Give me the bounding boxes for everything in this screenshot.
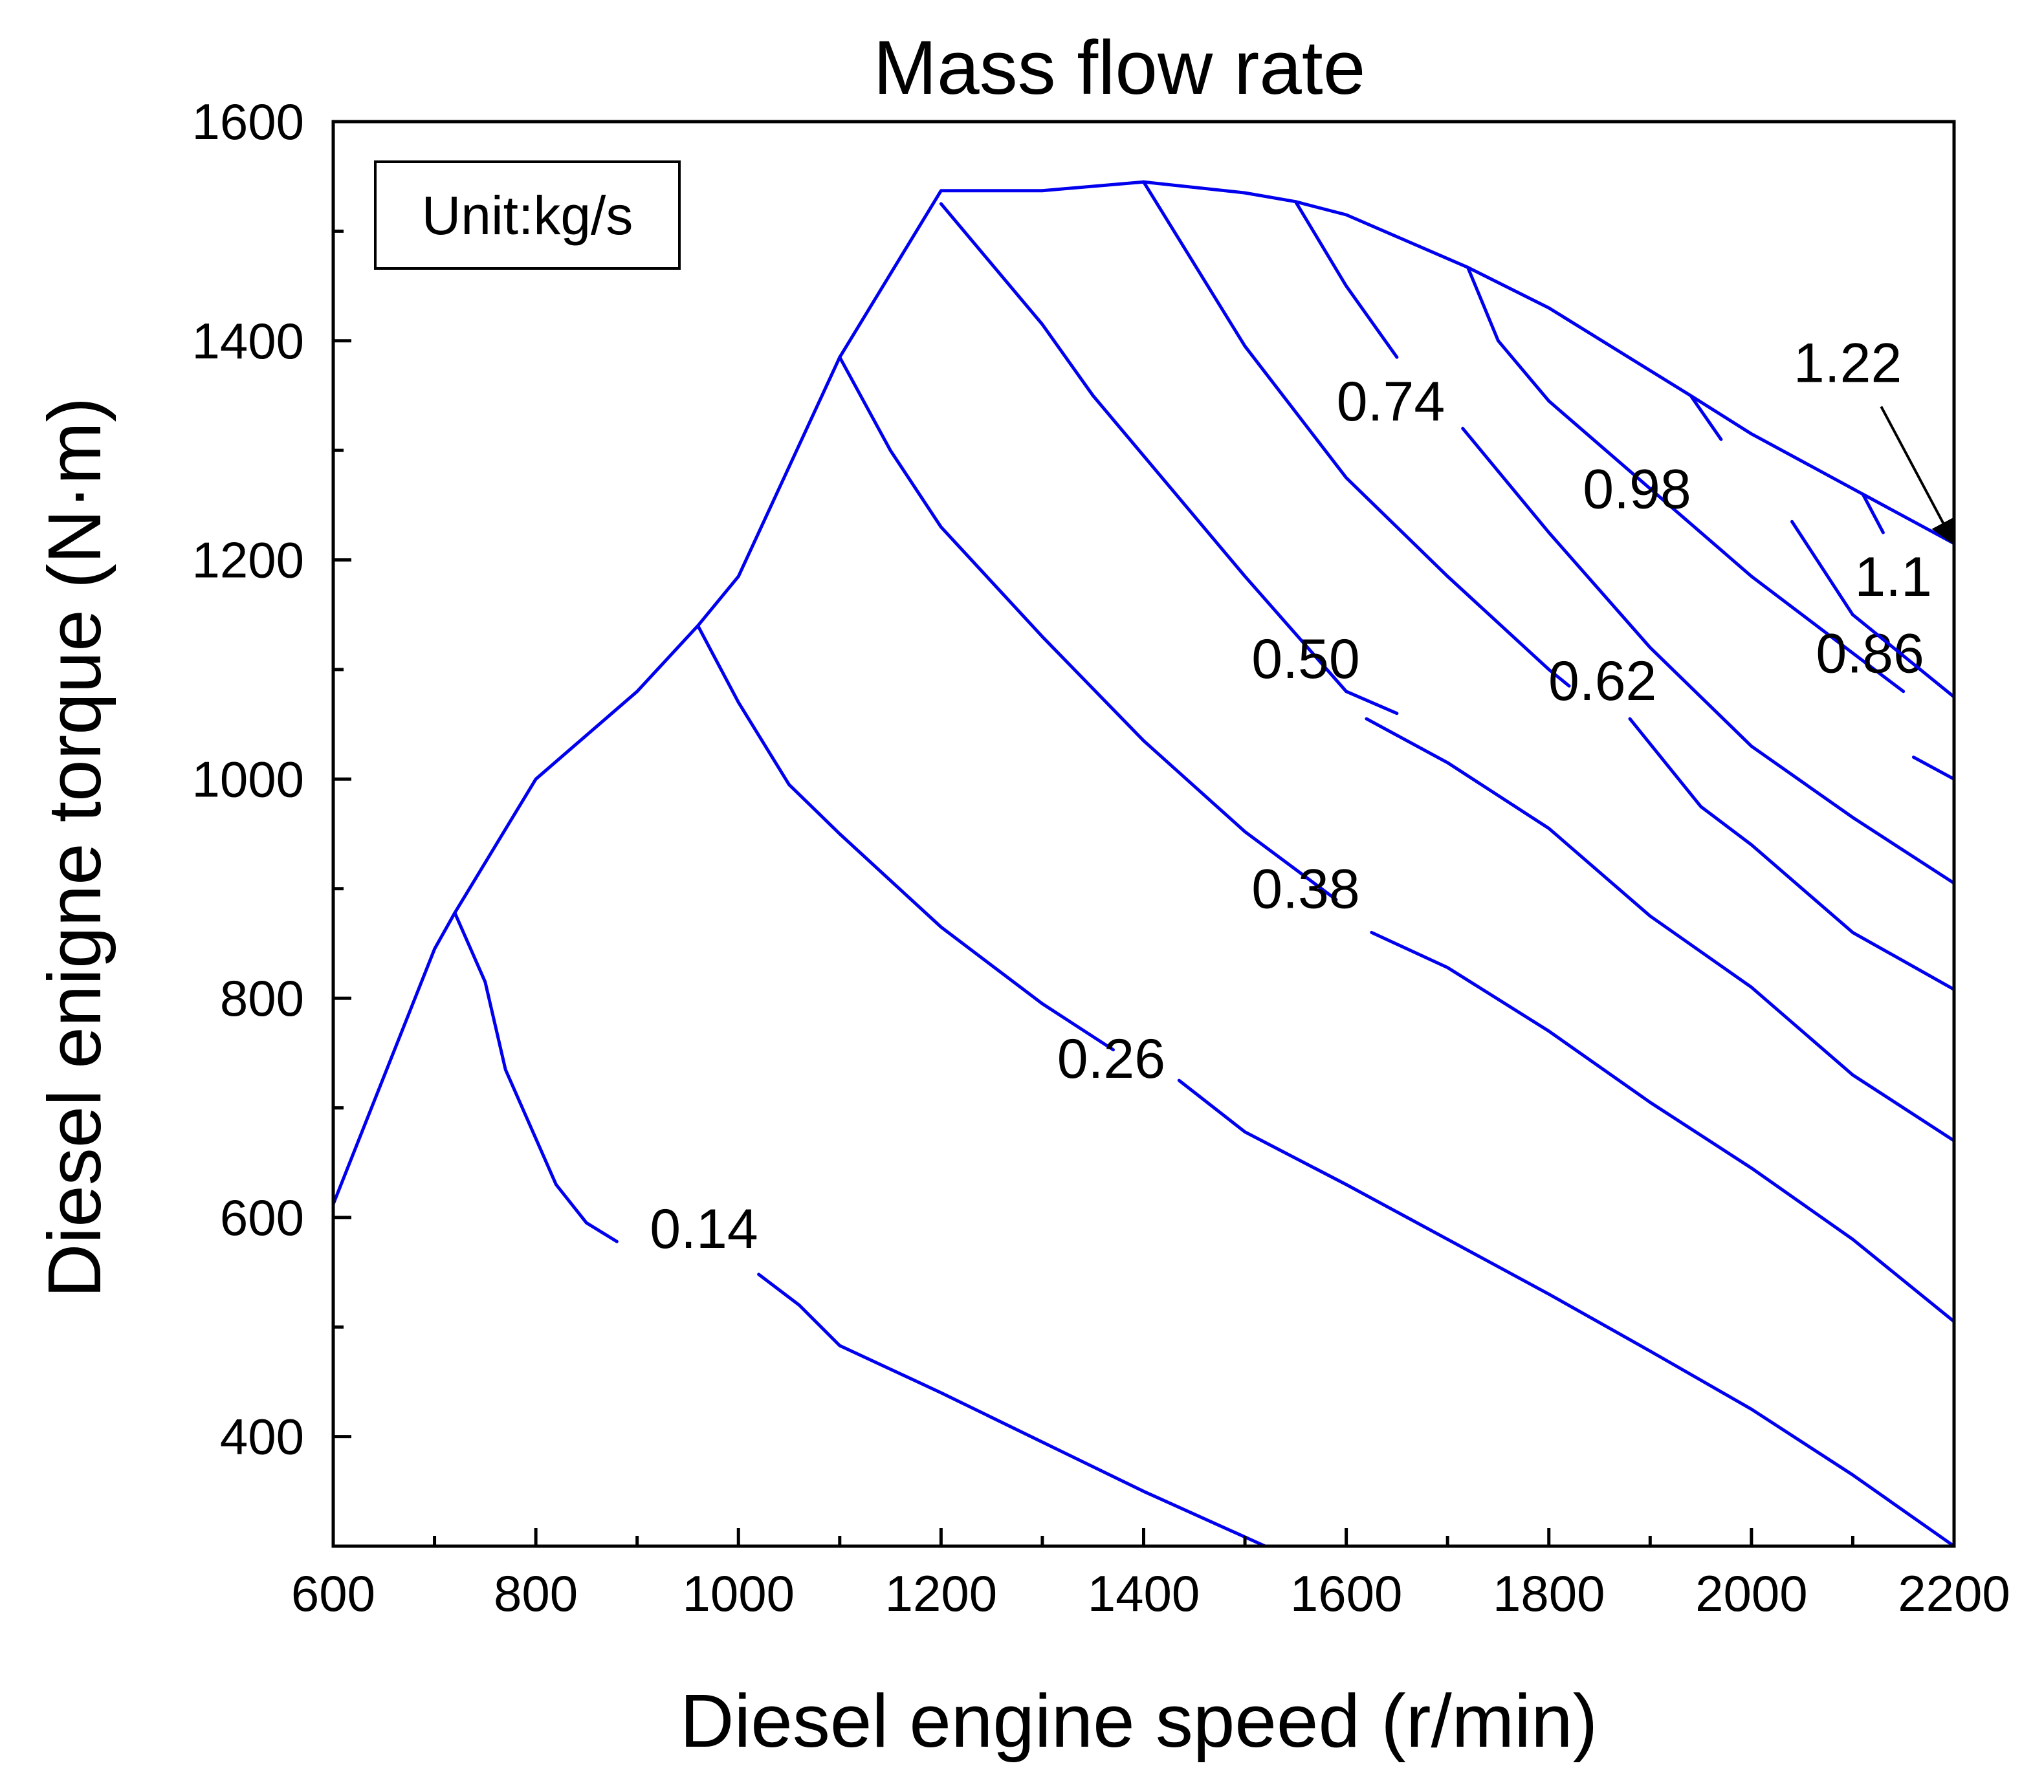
x-tick-label: 800	[494, 1565, 578, 1622]
contour-label: 0.74	[1337, 371, 1445, 433]
contour-label: 1.1	[1854, 546, 1932, 608]
contour-0-50: 0.50	[939, 202, 1956, 1142]
plot-frame	[331, 120, 1956, 1548]
contour-0-86: 0.86	[1466, 265, 1956, 781]
y-tick-label: 400	[220, 1408, 304, 1465]
x-tick-label: 1200	[885, 1565, 998, 1622]
x-tick-label: 2000	[1695, 1565, 1808, 1622]
contour-label: 1.22	[1794, 333, 1902, 395]
x-tick-label: 1400	[1088, 1565, 1200, 1622]
contour-line-segment	[453, 911, 619, 1243]
x-tick-label: 2200	[1898, 1565, 2010, 1622]
contour-0-38: 0.38	[838, 355, 1956, 1324]
unit-box-border	[374, 160, 681, 270]
contour-line-segment	[1466, 265, 1906, 694]
unit-legend-box: Unit:kg/s	[374, 160, 681, 270]
contour-line-segment	[1142, 180, 1571, 688]
y-tick-label: 800	[220, 970, 304, 1027]
y-tick-label: 1200	[192, 532, 304, 589]
contour-label: 0.26	[1057, 1028, 1165, 1090]
annotation-arrow	[1880, 406, 1955, 546]
contour-line-segment	[1911, 755, 1956, 781]
contour-line-segment	[1365, 717, 1956, 1142]
x-tick-label: 1600	[1290, 1565, 1403, 1622]
contour-line-segment	[1177, 1078, 1956, 1548]
contour-line-segment	[1370, 930, 1956, 1324]
x-tick-label: 1800	[1493, 1565, 1605, 1622]
y-axis-label: Diesel enigne torque (N·m)	[32, 397, 116, 1298]
contour-0-62: 0.62	[1142, 180, 1956, 991]
y-tick-label: 1400	[192, 312, 304, 369]
contour-line-segment	[939, 202, 1399, 716]
axes: 600 800 1000 1200 1400 1600 1800 2000 2200 400 600…	[192, 93, 2010, 1622]
contour-line-segment	[1790, 519, 1956, 699]
contour-line-segment	[1628, 717, 1956, 991]
contour-label: 0.14	[650, 1198, 758, 1260]
y-tick-label: 1600	[192, 93, 304, 150]
plot-area: 0.14 0.26 0.38 0.50 0.62 0.74 0.86 0.98 1.1 1.22	[331, 180, 1956, 1548]
contour-0-14: 0.14	[453, 911, 1267, 1548]
x-tick-label: 600	[291, 1565, 375, 1622]
contour-0-74: 0.74	[1293, 200, 1956, 885]
y-tick-label: 1000	[192, 750, 304, 807]
contour-0-26: 0.26	[696, 624, 1956, 1548]
contour-line-segment	[838, 355, 1338, 902]
contour-1-22: 1.22	[1794, 333, 1902, 395]
unit-text: Unit:kg/s	[422, 185, 633, 246]
contour-line-segment	[1461, 426, 1956, 885]
contour-label: 0.86	[1816, 623, 1924, 685]
contour-label: 0.98	[1583, 458, 1691, 520]
contour-label: 0.62	[1548, 650, 1656, 712]
x-tick-label: 1000	[682, 1565, 795, 1622]
contour-label: 0.38	[1251, 858, 1359, 921]
contour-0-98: 0.98	[1583, 394, 1956, 699]
y-tick-label: 600	[220, 1189, 304, 1246]
x-axis-label: Diesel engine speed (r/min)	[680, 1679, 1598, 1763]
chart-title: Mass flow rate	[874, 25, 1366, 111]
contour-line-segment	[1861, 492, 1885, 534]
contour-line-segment	[1293, 200, 1399, 359]
contour-1-1: 1.1	[1854, 492, 1932, 608]
boundary-line	[331, 180, 1956, 1206]
contour-line-segment	[1689, 394, 1723, 441]
contour-label: 0.50	[1251, 628, 1359, 690]
contour-line-segment	[696, 624, 1115, 1052]
contour-line-segment	[757, 1273, 1267, 1548]
